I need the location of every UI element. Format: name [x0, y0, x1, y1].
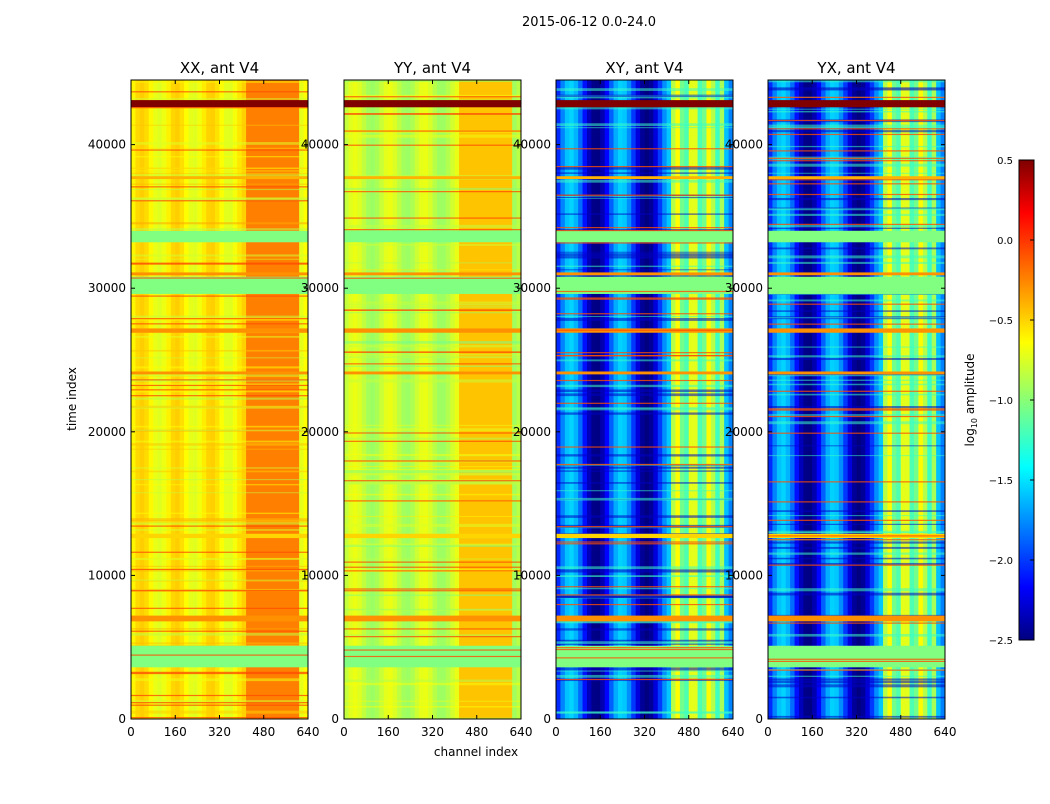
x-tick-label: 640 — [722, 725, 745, 739]
panel-title: XX, ant V4 — [180, 59, 259, 77]
x-tick-label: 480 — [677, 725, 700, 739]
panel-3: XY, ant V4 0 160 320 480 640 0 10000 20000 30000 4… — [513, 59, 745, 739]
y-tick-label: 30000 — [725, 281, 763, 295]
colorbar-tick-label: −1.5 — [989, 476, 1013, 487]
x-tick-label: 0 — [340, 725, 348, 739]
panel-4: YX, ant V4 0 160 320 480 640 0 10000 20000 30000 4… — [725, 59, 957, 739]
figure-suptitle: 2015-06-12 0.0-24.0 — [522, 15, 656, 30]
x-tick-label: 320 — [845, 725, 868, 739]
heatmap-image — [556, 80, 733, 719]
y-tick-label: 30000 — [88, 281, 126, 295]
y-tick-label: 30000 — [301, 281, 339, 295]
x-tick-label: 160 — [589, 725, 612, 739]
colorbar-label-rest: amplitude — [963, 354, 977, 418]
y-tick-label: 30000 — [513, 281, 551, 295]
heatmap-image — [131, 80, 308, 719]
x-tick-label: 480 — [889, 725, 912, 739]
y-tick-label: 0 — [118, 712, 126, 726]
y-tick-label: 40000 — [725, 138, 763, 152]
y-tick-label: 40000 — [88, 138, 126, 152]
colorbar-label: log10 amplitude — [963, 354, 979, 447]
x-tick-label: 160 — [164, 725, 187, 739]
colorbar-tick-label: −0.5 — [989, 316, 1013, 327]
colorbar: 0.5 0.0 −0.5 −1.0 −1.5 −2.0 −2.5 log10 amplitu… — [963, 156, 1035, 647]
y-tick-label: 20000 — [301, 425, 339, 439]
colorbar-tick-label: −2.0 — [989, 556, 1013, 567]
x-tick-label: 160 — [801, 725, 824, 739]
y-tick-label: 10000 — [301, 568, 339, 582]
panel-title: XY, ant V4 — [605, 59, 683, 77]
x-tick-label: 0 — [127, 725, 135, 739]
x-tick-label: 640 — [934, 725, 957, 739]
panel-1: XX, ant V4 0 160 320 480 640 0 10000 20000 30000 4… — [88, 59, 320, 739]
x-axis-label: channel index — [434, 745, 518, 759]
x-tick-label: 0 — [764, 725, 772, 739]
colorbar-tick-label: 0.5 — [997, 156, 1013, 167]
colorbar-tick-label: 0.0 — [997, 236, 1013, 247]
y-tick-label: 40000 — [513, 138, 551, 152]
y-tick-label: 40000 — [301, 138, 339, 152]
panel-title: YX, ant V4 — [816, 59, 895, 77]
y-tick-label: 20000 — [513, 425, 551, 439]
panel-title: YY, ant V4 — [393, 59, 471, 77]
x-tick-label: 0 — [552, 725, 560, 739]
y-tick-label: 20000 — [725, 425, 763, 439]
heatmap-image — [768, 80, 945, 719]
y-tick-label: 10000 — [88, 568, 126, 582]
x-tick-label: 480 — [252, 725, 275, 739]
y-tick-label: 20000 — [88, 425, 126, 439]
colorbar-ticks: 0.5 0.0 −0.5 −1.0 −1.5 −2.0 −2.5 — [989, 156, 1034, 647]
x-tick-label: 480 — [465, 725, 488, 739]
y-tick-label: 0 — [755, 712, 763, 726]
colorbar-label-subscript: 10 — [970, 418, 979, 428]
colorbar-label-main: log — [963, 428, 977, 446]
x-tick-label: 320 — [421, 725, 444, 739]
y-axis-label: time index — [65, 367, 79, 431]
x-tick-label: 640 — [510, 725, 533, 739]
panel-2: YY, ant V4 0 160 320 480 640 0 10000 20000 30000 4… — [301, 59, 533, 739]
x-tick-label: 640 — [297, 725, 320, 739]
x-tick-label: 320 — [208, 725, 231, 739]
colorbar-tick-label: −2.5 — [989, 636, 1013, 647]
heatmap-image — [344, 80, 521, 719]
y-tick-label: 0 — [543, 712, 551, 726]
panels: XX, ant V4 0 160 320 480 640 0 10000 20000 30000 4… — [88, 59, 957, 739]
y-tick-label: 10000 — [513, 568, 551, 582]
x-tick-label: 160 — [377, 725, 400, 739]
y-tick-label: 10000 — [725, 568, 763, 582]
x-tick-label: 320 — [633, 725, 656, 739]
colorbar-tick-label: −1.0 — [989, 396, 1013, 407]
y-tick-label: 0 — [331, 712, 339, 726]
